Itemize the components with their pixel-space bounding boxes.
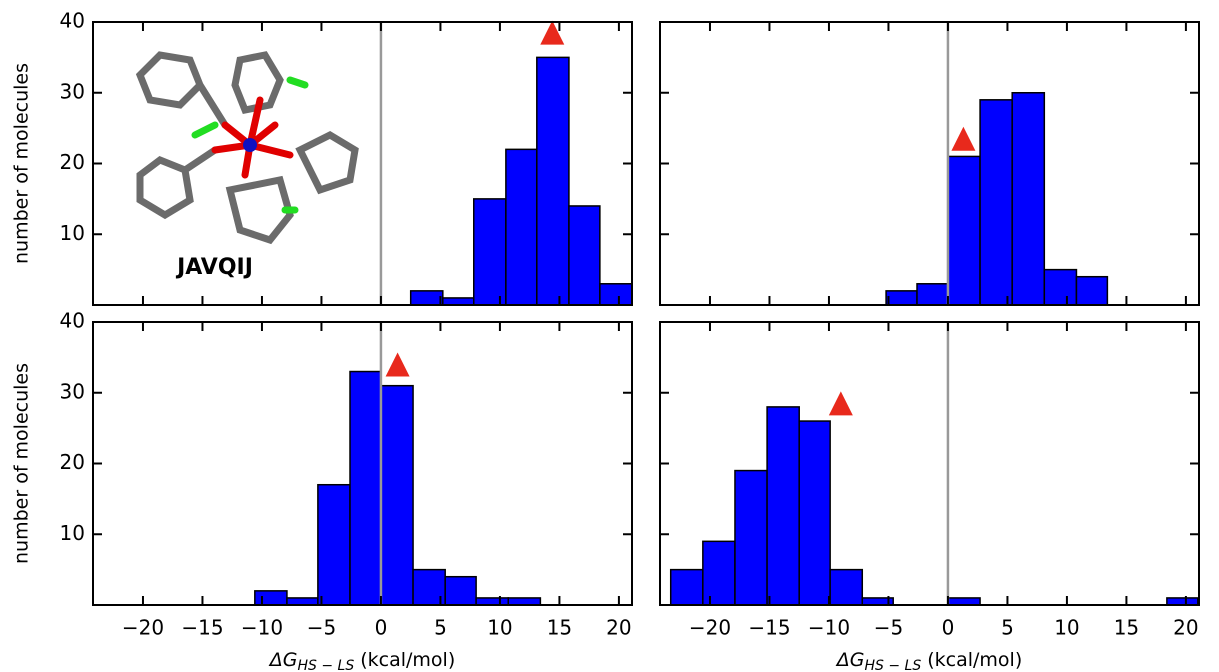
chart: 10203040number of moleculesJAVQIJ−20−15−… — [0, 0, 1219, 672]
y-axis-label: number of molecules — [11, 363, 33, 564]
bar — [767, 407, 799, 605]
triangle-marker — [386, 352, 410, 376]
x-tick-label: −20 — [689, 616, 731, 640]
x-tick-label: 5 — [434, 616, 447, 640]
bar — [443, 298, 474, 305]
x-tick-label: −15 — [748, 616, 790, 640]
x-label-unit: (kcal/mol) — [927, 649, 1022, 671]
x-tick-label: 15 — [547, 616, 572, 640]
x-tick-label: 20 — [1173, 616, 1198, 640]
bar — [537, 57, 569, 305]
x-tick-label: 0 — [942, 616, 955, 640]
bar — [411, 291, 443, 305]
bar — [1167, 598, 1198, 605]
molecule-image — [140, 55, 355, 240]
x-tick-label: 0 — [375, 616, 388, 640]
y-tick-label: 30 — [60, 379, 85, 403]
triangle-marker — [951, 127, 975, 151]
bar — [381, 386, 413, 605]
bar — [506, 149, 537, 305]
x-tick-label: −15 — [181, 616, 223, 640]
bar — [1044, 270, 1076, 305]
y-tick-label: 10 — [60, 521, 85, 545]
x-label-main: ΔG — [268, 649, 298, 671]
y-axis-label: number of molecules — [11, 63, 33, 264]
bar — [255, 591, 287, 605]
x-tick-label: −5 — [874, 616, 903, 640]
x-label-sub: HS − LS — [864, 658, 921, 672]
bar — [830, 570, 862, 605]
x-tick-label: −10 — [241, 616, 283, 640]
x-label-main: ΔG — [835, 649, 865, 671]
bar — [735, 471, 767, 605]
bar — [671, 570, 703, 605]
x-tick-label: −5 — [307, 616, 336, 640]
y-tick-label: 10 — [60, 221, 85, 245]
bar — [476, 598, 508, 605]
bar — [948, 156, 980, 305]
x-tick-label: 15 — [1114, 616, 1139, 640]
bar — [1076, 277, 1107, 305]
x-tick-label: −20 — [122, 616, 164, 640]
triangle-marker — [540, 21, 564, 45]
x-axis-label: ΔGHS − LS (kcal/mol) — [835, 649, 1022, 672]
bar — [318, 485, 350, 605]
x-label-unit: (kcal/mol) — [360, 649, 455, 671]
bar — [287, 598, 318, 605]
bar — [980, 100, 1012, 305]
bar — [508, 598, 540, 605]
x-tick-label: 20 — [606, 616, 631, 640]
bar — [445, 577, 476, 605]
bar — [917, 284, 948, 305]
bar — [600, 284, 632, 305]
x-tick-label: 5 — [1001, 616, 1014, 640]
annotation: JAVQIJ — [175, 255, 253, 280]
triangle-marker — [829, 391, 853, 415]
x-tick-label: 10 — [1054, 616, 1079, 640]
y-tick-label: 40 — [60, 309, 85, 333]
bar — [799, 421, 830, 605]
bar — [474, 199, 506, 305]
x-axis-label: ΔGHS − LS (kcal/mol) — [268, 649, 455, 672]
axes-frame — [660, 22, 1199, 305]
bar — [1012, 93, 1044, 305]
x-tick-label: −10 — [808, 616, 850, 640]
y-tick-label: 40 — [60, 9, 85, 33]
x-tick-label: 10 — [487, 616, 512, 640]
bar — [886, 291, 917, 305]
y-tick-label: 20 — [60, 150, 85, 174]
bar — [948, 598, 980, 605]
y-tick-label: 20 — [60, 450, 85, 474]
y-tick-label: 30 — [60, 79, 85, 103]
x-label-sub: HS − LS — [297, 658, 354, 672]
bar — [350, 372, 381, 605]
bar — [703, 541, 735, 605]
bar — [569, 206, 600, 305]
